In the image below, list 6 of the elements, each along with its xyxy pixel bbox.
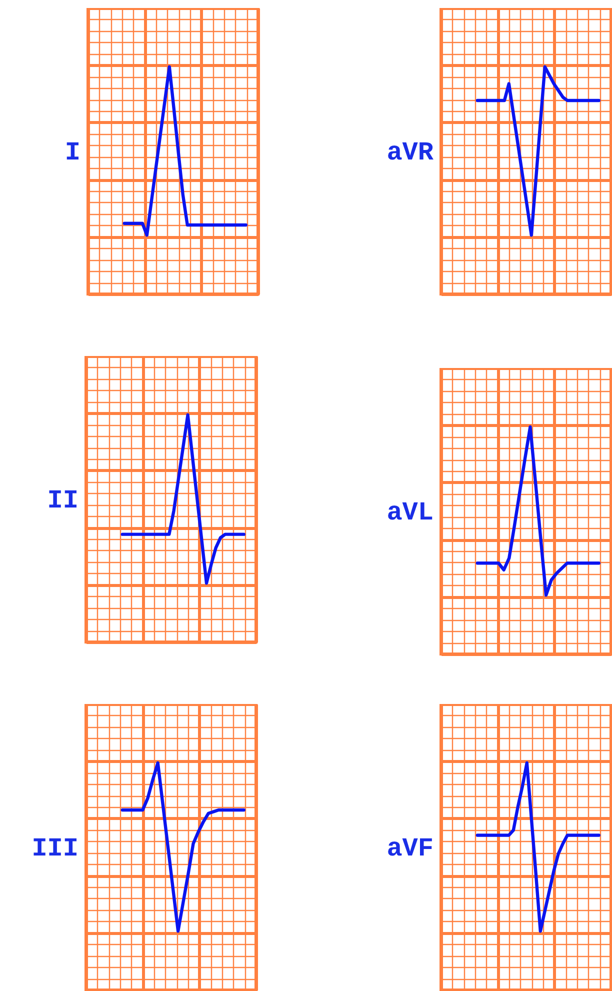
y-axis-title: I [64, 138, 80, 168]
y-axis-title: aVL [386, 498, 434, 528]
y-axis-title: aVF [386, 834, 434, 864]
y-axis-title: aVR [386, 138, 434, 168]
y-axis-title: II [47, 486, 78, 516]
y-axis-title: III [32, 834, 78, 864]
